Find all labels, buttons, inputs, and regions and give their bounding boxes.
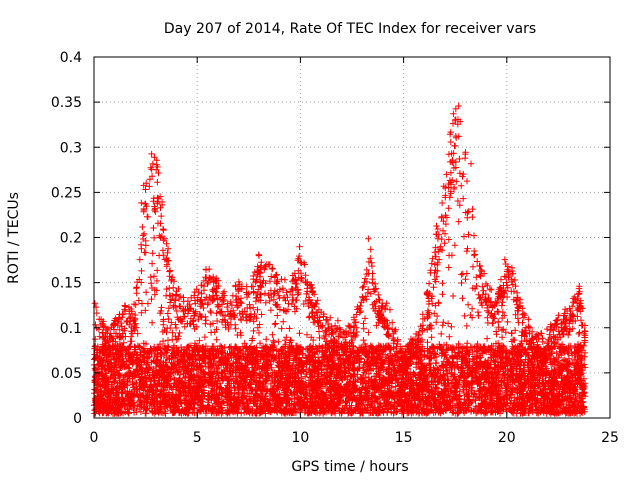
y-tick-label: 0.3 [60, 140, 82, 156]
x-tick-label: 5 [193, 430, 202, 446]
y-tick-label: 0.1 [60, 321, 82, 337]
x-axis-label: GPS time / hours [291, 459, 408, 475]
data-points [90, 102, 589, 417]
x-tick-label: 20 [498, 430, 516, 446]
y-tick-label: 0.35 [51, 95, 82, 111]
y-axis-label: ROTI / TECUs [6, 192, 22, 284]
y-tick-label: 0 [73, 411, 82, 427]
x-tick-label: 0 [90, 430, 99, 446]
y-tick-label: 0.15 [51, 276, 82, 292]
y-tick-label: 0.2 [60, 231, 82, 247]
y-tick-label: 0.4 [60, 50, 82, 66]
chart-title: Day 207 of 2014, Rate Of TEC Index for r… [164, 21, 536, 37]
x-axis-ticks: 0 5 10 15 20 25 [90, 57, 619, 446]
x-tick-label: 15 [395, 430, 413, 446]
x-tick-label: 25 [601, 430, 619, 446]
y-tick-label: 0.25 [51, 185, 82, 201]
x-tick-label: 10 [291, 430, 309, 446]
y-tick-label: 0.05 [51, 366, 82, 382]
roti-plus-markers [90, 102, 589, 417]
y-axis-ticks: 0 0.05 0.1 0.15 0.2 0.25 0.3 0.35 0.4 [51, 50, 610, 427]
